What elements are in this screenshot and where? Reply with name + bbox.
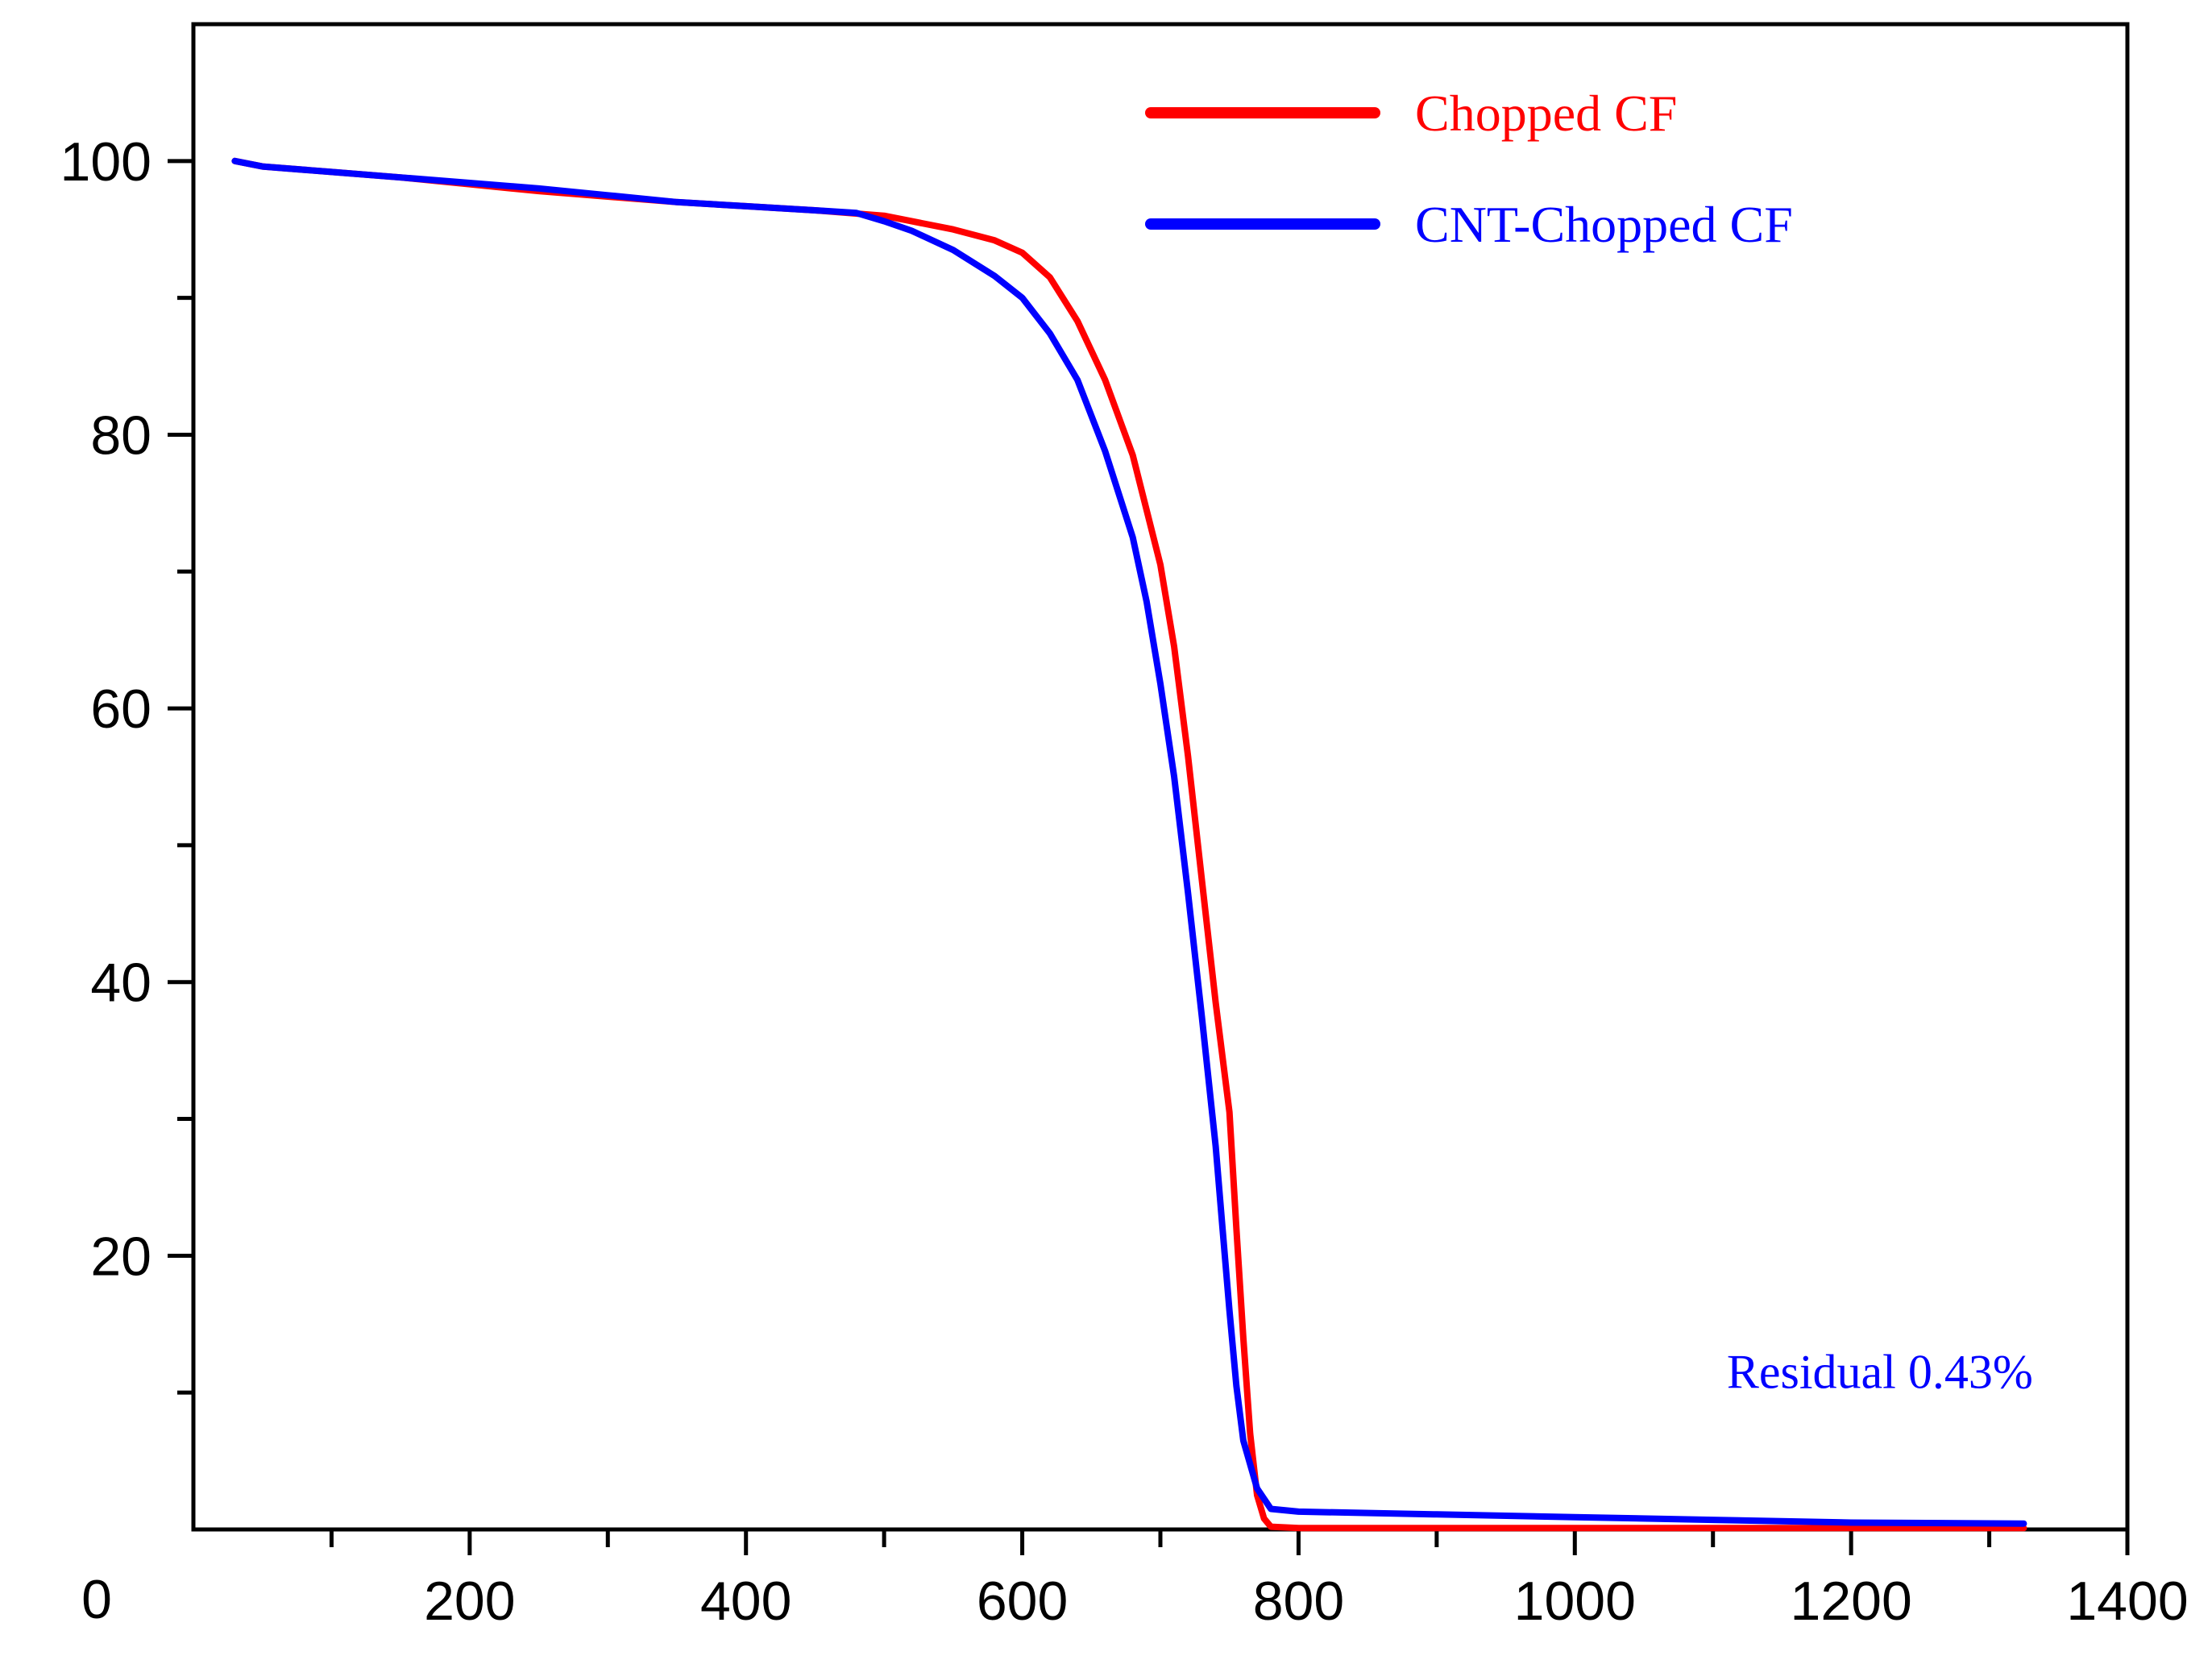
y-tick-label: 20 <box>90 1226 151 1287</box>
y-tick-label: 80 <box>90 405 151 466</box>
x-tick-label: 400 <box>700 1571 791 1632</box>
x-tick-label: 1400 <box>2066 1571 2188 1632</box>
residual-annotation: Residual 0.43% <box>1727 1346 2033 1399</box>
y-tick-label: 100 <box>60 131 151 193</box>
x-tick-label: 800 <box>1253 1571 1344 1632</box>
legend: Chopped CF CNT-Chopped CF <box>1145 85 1793 253</box>
legend-label: CNT-Chopped CF <box>1415 196 1793 253</box>
x-tick-label: 600 <box>977 1571 1068 1632</box>
series-layer <box>231 157 2027 1532</box>
axes-layer: 200 400 600 800 1000 1200 1400 0 20 40 60 80 100 <box>60 22 2189 1632</box>
y-tick-label: 0 <box>81 1569 112 1630</box>
legend-label: Chopped CF <box>1415 85 1677 142</box>
y-tick-label: 60 <box>90 679 151 740</box>
plot-frame <box>191 22 2130 1532</box>
x-tick-label: 1000 <box>1514 1571 1636 1632</box>
y-tick-label: 40 <box>90 952 151 1014</box>
x-tick-label: 200 <box>424 1571 515 1632</box>
annotation-layer: Residual 0.43% <box>1727 1346 2033 1399</box>
series-line-cnt-chopped-cf <box>231 157 2027 1527</box>
x-tick-label: 1200 <box>1791 1571 1912 1632</box>
series-line-chopped-cf <box>231 157 2027 1532</box>
